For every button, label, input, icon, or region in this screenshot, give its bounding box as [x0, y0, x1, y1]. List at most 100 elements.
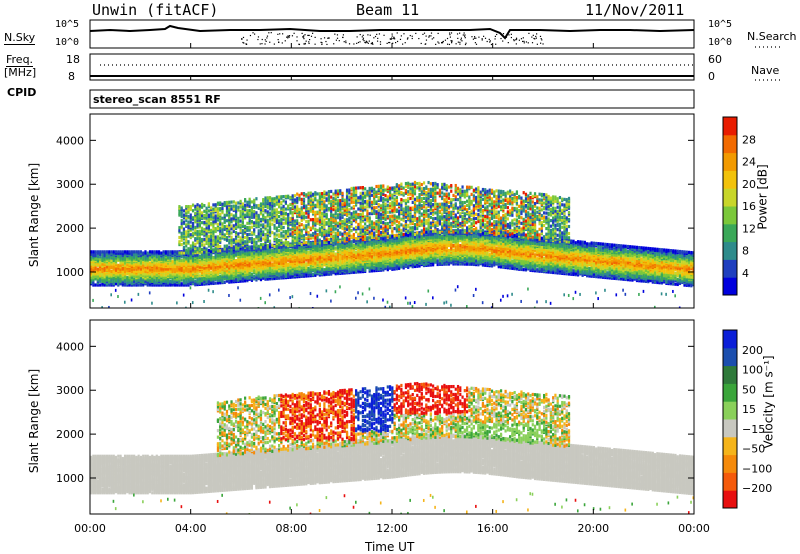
- power-cell: [273, 208, 276, 212]
- power-cell: [289, 195, 292, 200]
- power-cell: [234, 231, 238, 235]
- noise-dot: [376, 40, 379, 42]
- power-cell: [334, 189, 337, 193]
- power-cell: [101, 262, 104, 266]
- power-cell: [307, 215, 310, 219]
- power-cell: [94, 266, 97, 270]
- power-cell: [350, 258, 353, 262]
- power-cell: [198, 222, 201, 226]
- power-cell: [339, 189, 342, 193]
- power-cell: [234, 239, 238, 243]
- power-cell: [262, 223, 265, 227]
- power-cell: [323, 190, 326, 194]
- power-cell: [117, 295, 119, 299]
- power-cell: [339, 217, 342, 221]
- power-cell: [302, 201, 306, 206]
- power-cell: [323, 218, 326, 222]
- power-cell: [352, 237, 355, 241]
- power-cell: [246, 203, 249, 207]
- power-cell: [225, 247, 229, 251]
- power-cell: [200, 229, 204, 233]
- power-cell: [90, 252, 93, 256]
- power-cell: [284, 269, 287, 274]
- noise-dot: [389, 41, 391, 44]
- power-cell: [275, 202, 278, 206]
- power-cell: [214, 235, 217, 239]
- power-cell: [309, 267, 312, 272]
- power-cell: [289, 243, 292, 247]
- beam-title: Beam 11: [356, 1, 419, 19]
- power-cell: [330, 299, 332, 303]
- power-cell: [200, 221, 204, 225]
- power-cell: [339, 285, 341, 289]
- power-cell: [305, 240, 308, 245]
- freq-unit-label: [MHz]: [4, 66, 36, 79]
- power-cell: [311, 236, 315, 240]
- power-cell: [214, 214, 217, 218]
- power-cell: [307, 195, 310, 200]
- power-cell: [316, 204, 319, 209]
- power-cell: [282, 256, 285, 260]
- noise-dot: [464, 34, 466, 36]
- noise-dot: [441, 42, 444, 44]
- power-cell: [289, 253, 292, 257]
- noise-dot: [539, 35, 542, 38]
- power-cell: [133, 283, 136, 287]
- power-cell: [323, 235, 326, 239]
- power-cell: [205, 219, 208, 223]
- power-cell: [244, 198, 247, 202]
- power-cell: [284, 211, 287, 215]
- power-cell: [187, 226, 190, 230]
- power-cell: [101, 250, 104, 254]
- power-cell: [212, 220, 215, 224]
- power-cell: [259, 223, 263, 227]
- noise-dot: [257, 38, 259, 41]
- power-cell: [318, 272, 321, 276]
- power-cell: [114, 288, 117, 292]
- power-cell: [271, 231, 274, 235]
- power-cell: [332, 241, 335, 245]
- power-cell: [205, 223, 208, 227]
- noise-dot: [321, 42, 323, 44]
- power-cell: [334, 197, 337, 202]
- noise-dot: [302, 36, 304, 38]
- power-cell: [343, 218, 346, 222]
- power-cell: [311, 209, 315, 213]
- power-cell: [327, 239, 331, 243]
- noise-dot: [431, 38, 433, 40]
- power-cell: [341, 256, 344, 261]
- power-cell: [307, 244, 310, 248]
- power-cell: [196, 215, 199, 220]
- noise-dot: [474, 37, 476, 39]
- power-cell: [298, 233, 301, 237]
- power-cell: [361, 211, 364, 215]
- noise-dot: [312, 32, 314, 34]
- power-cell: [271, 243, 274, 247]
- power-cell: [248, 225, 251, 229]
- power-cell: [250, 208, 254, 212]
- power-cell: [289, 275, 292, 279]
- power-cell: [277, 288, 280, 292]
- power-cell: [253, 242, 256, 246]
- power-cell: [103, 250, 106, 254]
- power-cell: [194, 228, 197, 232]
- noise-dot: [457, 37, 459, 40]
- power-cell: [271, 207, 274, 211]
- noise-dot: [515, 37, 518, 39]
- power-cell: [277, 229, 281, 233]
- power-cell: [314, 236, 317, 240]
- power-cell: [234, 246, 238, 250]
- power-cell: [228, 238, 231, 242]
- power-cell: [345, 188, 349, 192]
- noise-dot: [462, 34, 464, 36]
- noise-dot: [525, 41, 528, 43]
- power-cell: [92, 266, 95, 270]
- power-cell: [248, 208, 251, 213]
- power-cell: [248, 197, 251, 201]
- power-cell: [225, 231, 229, 235]
- noise-dot: [242, 36, 245, 39]
- power-cell: [200, 255, 204, 259]
- power-cell: [296, 229, 299, 233]
- power-cell: [105, 250, 109, 254]
- power-cell: [148, 261, 152, 265]
